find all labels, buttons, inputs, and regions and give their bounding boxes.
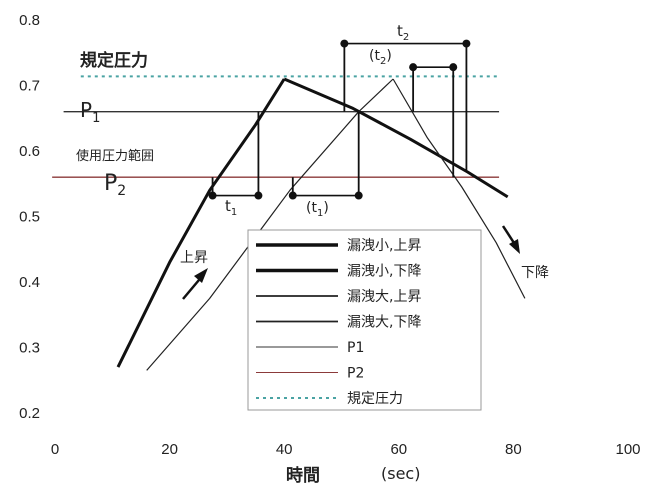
x-tick-label: 0 [51, 441, 59, 458]
y-tick-labels: 0.2 0.3 0.4 0.5 0.6 0.7 0.8 [19, 12, 40, 422]
x-tick-label: 80 [505, 441, 522, 458]
y-tick-label: 0.6 [19, 143, 40, 160]
operating-range-label: 使用圧力範囲 [76, 148, 154, 164]
fall-label: 下降 [521, 265, 549, 281]
y-tick-label: 0.8 [19, 12, 40, 29]
legend-entry-label: 漏洩小,上昇 [347, 238, 421, 254]
t1-label: t1 [225, 197, 237, 218]
y-tick-label: 0.4 [19, 274, 40, 291]
rated-pressure-label: 規定圧力 [80, 50, 148, 71]
legend-entry-label: 漏洩小,下降 [347, 264, 421, 280]
interval-dot [354, 191, 363, 200]
rise-label: 上昇 [180, 250, 208, 266]
p2-label: P2 [104, 171, 126, 199]
legend-entry-label: P2 [347, 366, 364, 382]
fall-arrow-icon [501, 225, 520, 254]
legend-entry-label: P1 [347, 340, 364, 356]
t1-bracket-label: (t1) [306, 200, 329, 219]
interval-dot [288, 191, 297, 200]
rise-arrow-icon [182, 268, 208, 300]
t2-bracket-label: (t2) [369, 48, 392, 67]
interval-dot [462, 39, 471, 48]
y-tick-label: 0.3 [19, 340, 40, 357]
pressure-curves [116, 77, 526, 371]
x-tick-label: 20 [161, 441, 178, 458]
y-tick-label: 0.5 [19, 209, 40, 226]
interval-dot [449, 63, 458, 72]
curve-漏洩大,上昇 [146, 78, 394, 371]
legend-entry-label: 規定圧力 [347, 391, 403, 407]
x-tick-label: 60 [390, 441, 407, 458]
x-tick-label: 40 [276, 441, 293, 458]
y-tick-label: 0.2 [19, 405, 40, 422]
t2-label: t2 [397, 22, 409, 43]
curve-漏洩小,下降 [283, 77, 509, 199]
interval-dot [254, 191, 263, 200]
x-tick-labels: 0 20 40 60 80 100 [51, 441, 641, 458]
x-axis-label: 時間 [286, 465, 320, 486]
interval-dot [409, 63, 418, 72]
interval-dot [340, 39, 349, 48]
y-tick-label: 0.7 [19, 78, 40, 95]
curve-漏洩小,上昇 [116, 78, 286, 368]
interval-dot [208, 191, 217, 200]
x-tick-label: 100 [615, 441, 640, 458]
interval-markers [208, 39, 471, 200]
p1-label: P1 [80, 98, 100, 126]
legend-entry-label: 漏洩大,上昇 [347, 289, 421, 305]
legend-entry-label: 漏洩大,下降 [347, 315, 421, 331]
curve-漏洩大,下降 [392, 78, 526, 299]
reference-lines [52, 75, 500, 178]
x-axis-unit: (sec) [381, 464, 420, 483]
legend-box [247, 229, 482, 411]
